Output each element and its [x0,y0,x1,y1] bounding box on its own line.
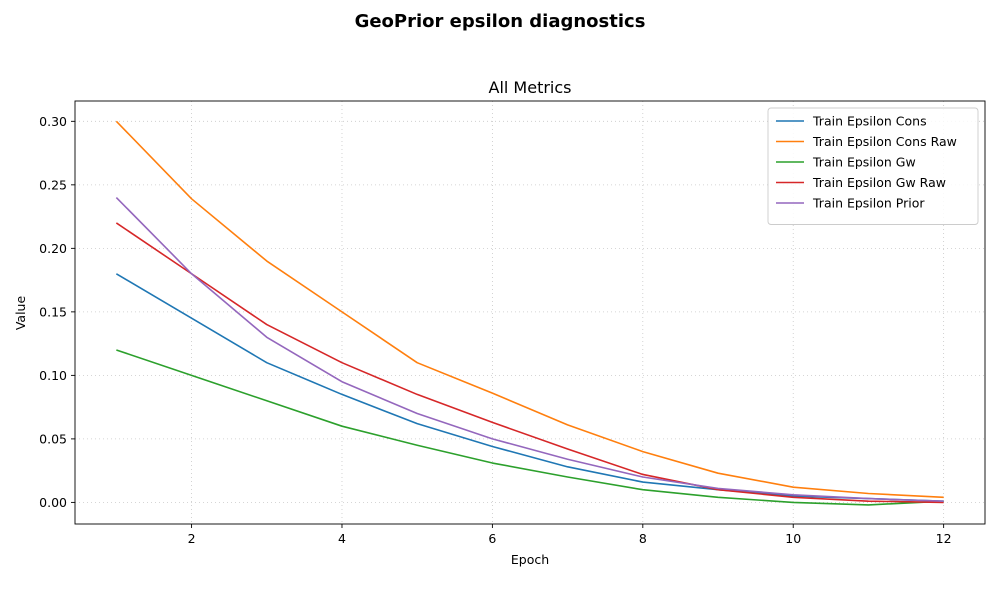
axes-layer: 2 4 6 8 10 12 0.00 0.05 0.10 0.15 0.20 0.25 0.30 [39,100,986,546]
y-axis-label: Value [13,296,28,331]
legend-label: Train Epsilon Gw Raw [812,175,946,190]
legend-label: Train Epsilon Gw [812,155,916,170]
x-tick-label: 4 [338,531,346,546]
series-line-5 [115,196,944,502]
figure-suptitle: GeoPrior epsilon diagnostics [355,11,646,32]
legend-label: Train Epsilon Cons Raw [812,134,957,149]
series-layer [115,120,944,506]
chart-title: All Metrics [489,78,572,97]
legend-label: Train Epsilon Prior [812,196,925,211]
series-line-4 [115,222,944,504]
grid-layer [75,101,985,524]
legend-label: Train Epsilon Cons [812,114,927,129]
y-tick-label: 0.25 [39,177,67,192]
x-axis-label: Epoch [511,552,549,567]
series-line-2 [115,120,944,499]
y-tick-label: 0.00 [39,495,67,510]
x-tick-label: 6 [488,531,496,546]
legend-box [767,107,979,225]
series-line-3 [116,349,944,506]
x-tick-label: 12 [936,531,952,546]
x-tick-label: 10 [785,531,801,546]
y-tick-label: 0.30 [39,114,67,129]
series-line-1 [115,273,944,502]
y-tick-label: 0.15 [39,304,67,319]
x-tick-label: 8 [639,531,647,546]
axes-frame [74,100,986,525]
legend: Train Epsilon Cons Train Epsilon Cons Raw… [767,107,979,225]
y-tick-label: 0.20 [39,241,67,256]
y-tick-label: 0.10 [39,368,67,383]
x-tick-label: 2 [188,531,196,546]
y-tick-label: 0.05 [39,431,67,446]
